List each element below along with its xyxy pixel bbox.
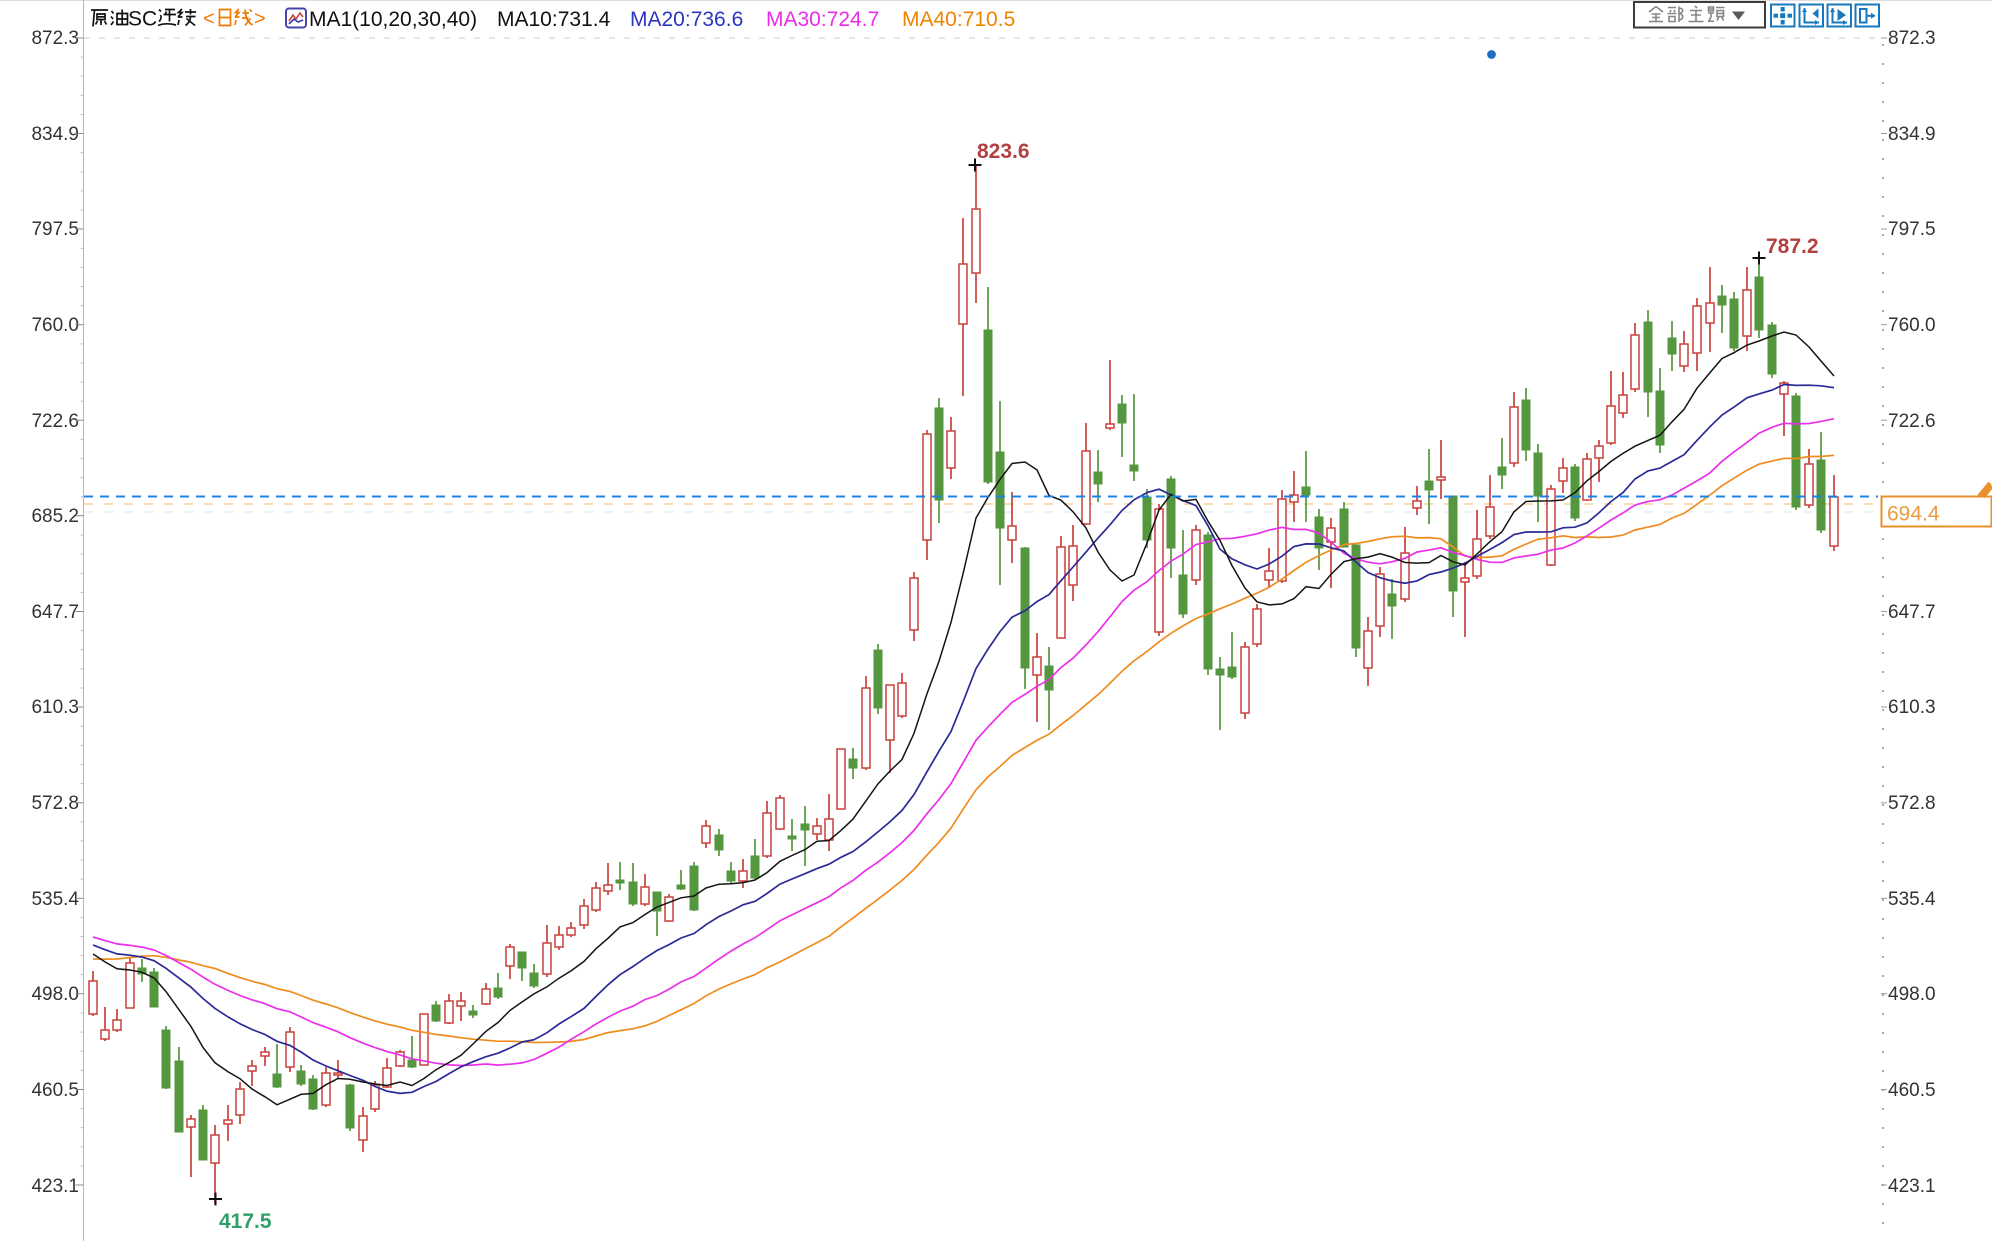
svg-text:498.0: 498.0 xyxy=(31,984,79,1005)
svg-text:MA20:736.6: MA20:736.6 xyxy=(630,8,743,31)
svg-text:610.3: 610.3 xyxy=(1888,697,1936,718)
svg-text:685.2: 685.2 xyxy=(31,506,79,527)
svg-text:797.5: 797.5 xyxy=(1888,219,1936,240)
svg-text:423.1: 423.1 xyxy=(1888,1176,1936,1197)
svg-text:722.6: 722.6 xyxy=(1888,411,1936,432)
svg-text:787.2: 787.2 xyxy=(1766,235,1819,258)
svg-text:<: < xyxy=(203,8,215,30)
svg-text:872.3: 872.3 xyxy=(1888,28,1936,49)
svg-text:535.4: 535.4 xyxy=(1888,889,1936,910)
svg-text:647.7: 647.7 xyxy=(31,602,79,623)
svg-text:760.0: 760.0 xyxy=(31,315,79,336)
svg-text:572.8: 572.8 xyxy=(31,793,79,814)
svg-text:>: > xyxy=(254,8,266,30)
svg-text:498.0: 498.0 xyxy=(1888,984,1936,1005)
svg-text:872.3: 872.3 xyxy=(31,28,79,49)
svg-text:460.5: 460.5 xyxy=(31,1080,79,1101)
svg-text:572.8: 572.8 xyxy=(1888,793,1936,814)
svg-text:647.7: 647.7 xyxy=(1888,602,1936,623)
svg-text:MA40:710.5: MA40:710.5 xyxy=(902,8,1015,31)
svg-text:760.0: 760.0 xyxy=(1888,315,1936,336)
svg-text:MA10:731.4: MA10:731.4 xyxy=(497,8,611,31)
svg-text:423.1: 423.1 xyxy=(31,1176,79,1197)
svg-text:MA1(10,20,30,40): MA1(10,20,30,40) xyxy=(309,8,477,31)
svg-text:535.4: 535.4 xyxy=(31,889,79,910)
svg-text:SC: SC xyxy=(128,8,157,31)
svg-text:460.5: 460.5 xyxy=(1888,1080,1936,1101)
svg-text:834.9: 834.9 xyxy=(31,124,79,145)
svg-text:694.4: 694.4 xyxy=(1887,503,1940,526)
svg-text:610.3: 610.3 xyxy=(31,697,79,718)
svg-text:834.9: 834.9 xyxy=(1888,124,1936,145)
svg-text:797.5: 797.5 xyxy=(31,219,79,240)
svg-text:417.5: 417.5 xyxy=(219,1210,272,1233)
svg-text:823.6: 823.6 xyxy=(977,140,1030,163)
svg-text:722.6: 722.6 xyxy=(31,411,79,432)
svg-text:MA30:724.7: MA30:724.7 xyxy=(766,8,879,31)
